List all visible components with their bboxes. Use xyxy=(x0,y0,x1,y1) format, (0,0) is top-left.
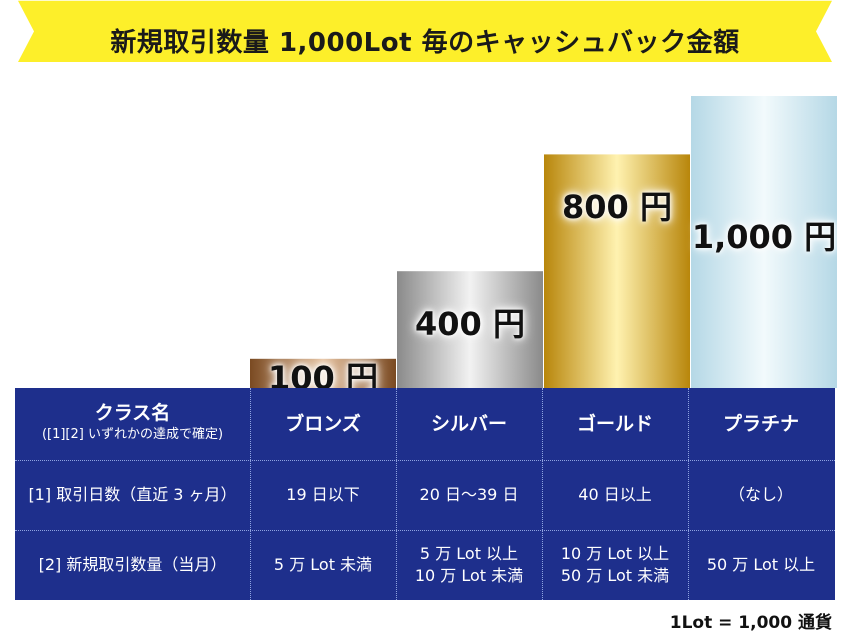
cell-line: （なし） xyxy=(728,485,793,504)
cell-line: 5 万 Lot 以上 xyxy=(419,544,519,563)
cell-line: 19 日以下 xyxy=(286,485,360,504)
bar-bronze xyxy=(250,358,396,388)
cell-bronze-row-1: 19 日以下 xyxy=(250,460,396,530)
bar-label-gold: 800 円 xyxy=(562,188,672,227)
header-silver: シルバー xyxy=(430,413,507,435)
cell-line: 20 日〜39 日 xyxy=(419,485,519,504)
row-divider xyxy=(15,460,835,461)
row-label-1: [1] 取引日数（直近 3 ヶ月） xyxy=(28,485,237,504)
chart-title: 新規取引数量 1,000Lot 毎のキャッシュバック金額 xyxy=(110,28,740,58)
bar-gold xyxy=(544,154,690,388)
header-gold: ゴールド xyxy=(576,413,653,435)
header-platinum: プラチナ xyxy=(722,413,799,435)
cell-line: 50 万 Lot 以上 xyxy=(706,555,816,574)
row-label-2: [2] 新規取引数量（当月） xyxy=(38,555,227,574)
cell-line: 40 日以上 xyxy=(578,485,652,504)
cell-platinum-row-2: 50 万 Lot 以上 xyxy=(688,530,834,600)
cell-platinum-row-1: （なし） xyxy=(688,460,834,530)
bar-silver xyxy=(397,271,543,388)
bar-label-silver: 400 円 xyxy=(415,305,525,344)
cell-line: 10 万 Lot 以上 xyxy=(560,544,670,563)
class-table: クラス名 ([1][2] いずれかの達成で確定) ブロンズ シルバー ゴールド プラチ… xyxy=(15,388,835,600)
col-divider xyxy=(688,388,689,600)
cell-gold-row-2: 10 万 Lot 以上 50 万 Lot 未満 xyxy=(542,530,688,600)
cell-line: 10 万 Lot 未満 xyxy=(414,566,524,585)
header-class-name: クラス名 ([1][2] いずれかの達成で確定) xyxy=(41,402,224,442)
cell-bronze-row-2: 5 万 Lot 未満 xyxy=(250,530,396,600)
cell-silver-row-2: 5 万 Lot 以上 10 万 Lot 未満 xyxy=(396,530,542,600)
lot-footnote: 1Lot = 1,000 通貨 xyxy=(669,613,832,633)
bar-platinum xyxy=(691,96,837,388)
cell-gold-row-1: 40 日以上 xyxy=(542,460,688,530)
cell-line: 50 万 Lot 未満 xyxy=(560,566,670,585)
header-bronze: ブロンズ xyxy=(285,413,361,435)
col-divider xyxy=(250,388,251,600)
title-banner xyxy=(18,0,832,63)
cell-line: 5 万 Lot 未満 xyxy=(273,555,373,574)
cell-silver-row-1: 20 日〜39 日 xyxy=(396,460,542,530)
bar-label-platinum: 1,000 円 xyxy=(691,218,837,256)
row-divider xyxy=(15,530,835,531)
col-divider xyxy=(542,388,543,600)
col-divider xyxy=(396,388,397,600)
bar-chart xyxy=(250,96,837,388)
